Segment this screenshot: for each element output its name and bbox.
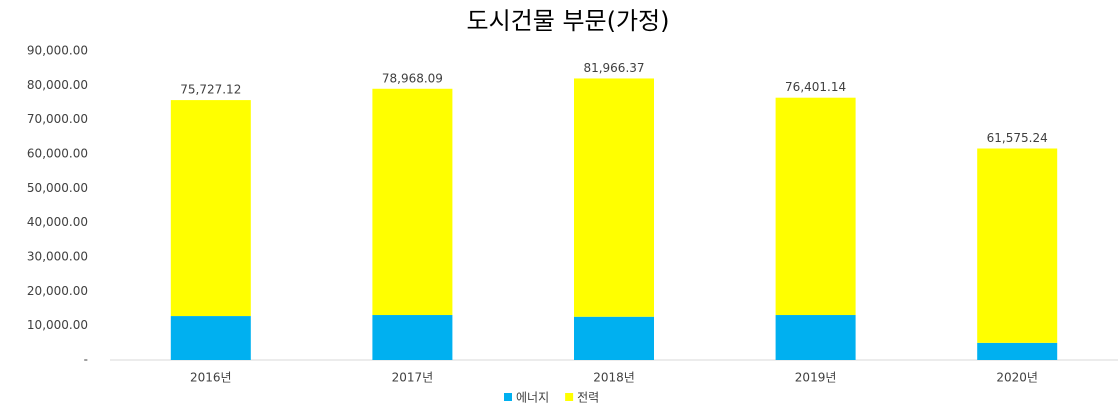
legend-swatch	[565, 393, 574, 401]
bar-segment	[574, 316, 654, 360]
legend-label: 전력	[577, 391, 599, 405]
bar-segment	[372, 88, 453, 316]
bar-segment	[775, 315, 856, 360]
bar-segment	[170, 100, 251, 317]
y-tick-label: 70,000.00	[27, 112, 88, 126]
total-label: 81,966.37	[583, 61, 644, 75]
y-tick-label: -	[84, 353, 88, 367]
y-tick-label: 80,000.00	[27, 78, 88, 92]
y-tick-label: 50,000.00	[27, 181, 88, 195]
legend-label: 에너지	[516, 391, 549, 405]
y-tick-label: 30,000.00	[27, 250, 88, 264]
y-tick-label: 60,000.00	[27, 147, 88, 161]
x-tick-label: 2017년	[392, 371, 434, 385]
total-label: 76,401.14	[785, 80, 846, 94]
bar-segment	[372, 315, 453, 360]
y-tick-label: 40,000.00	[27, 215, 88, 229]
bar-segment	[977, 342, 1058, 360]
total-label: 78,968.09	[382, 71, 443, 85]
y-tick-label: 10,000.00	[27, 318, 88, 332]
bar-segment	[977, 148, 1058, 343]
bar-segment	[574, 78, 654, 317]
x-tick-label: 2020년	[996, 371, 1038, 385]
x-tick-label: 2019년	[795, 371, 837, 385]
chart-title: 도시건물 부문(가정)	[467, 7, 670, 35]
x-tick-label: 2018년	[593, 371, 635, 385]
bar-segment	[170, 316, 251, 360]
y-tick-label: 20,000.00	[27, 284, 88, 298]
total-label: 61,575.24	[987, 131, 1048, 145]
bar-segment	[775, 97, 856, 316]
x-tick-label: 2016년	[190, 371, 232, 385]
total-label: 75,727.12	[180, 83, 241, 97]
legend-swatch	[504, 393, 512, 401]
y-tick-label: 90,000.00	[27, 44, 88, 58]
